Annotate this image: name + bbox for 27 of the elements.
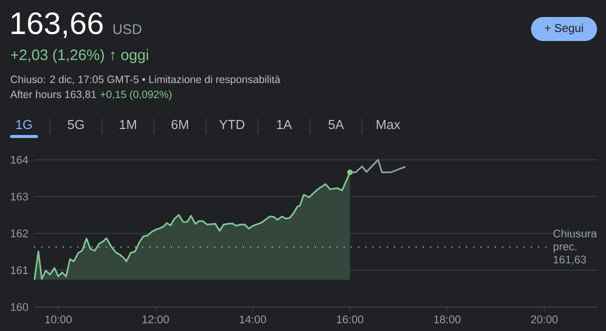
text: 1G (16, 120, 32, 130)
text: 6M (172, 120, 188, 130)
y-tick-label: 163 (10, 192, 28, 200)
text: 1A (277, 120, 292, 129)
text: USD (113, 24, 142, 34)
x-tick-label: 10:00 (45, 316, 72, 324)
x-tick-label: 16:00 (337, 316, 364, 324)
x-tick-label: 12:00 (142, 316, 169, 324)
text: 5G (68, 120, 84, 130)
text: YTD (219, 120, 244, 129)
y-tick-label: 164 (10, 156, 28, 164)
text: Max (376, 120, 400, 130)
y-tick-label: 161 (10, 266, 28, 274)
text: 5A (328, 120, 344, 130)
text: Chiuso: 2 dic, 17:05 GMT-5 • Limitazione di responsabilità (10, 75, 280, 86)
ref-line-label: Chiusura prec. 161,63 (553, 229, 597, 265)
y-tick-label: 160 (10, 303, 28, 311)
chart-title: 163,66 (12, 12, 103, 38)
text: + Segui (544, 24, 583, 34)
text: +0,15 (0,092%) (100, 90, 172, 100)
text: After hours 163,81 (10, 90, 96, 100)
x-tick-label: 14:00 (240, 316, 266, 324)
x-tick-label: 18:00 (434, 316, 460, 324)
y-tick-label: 162 (10, 230, 28, 238)
text: 1M (120, 120, 136, 129)
text: +2,03 (1,26%) ↑ oggi (10, 49, 148, 64)
x-tick-label: 20:00 (531, 316, 558, 324)
